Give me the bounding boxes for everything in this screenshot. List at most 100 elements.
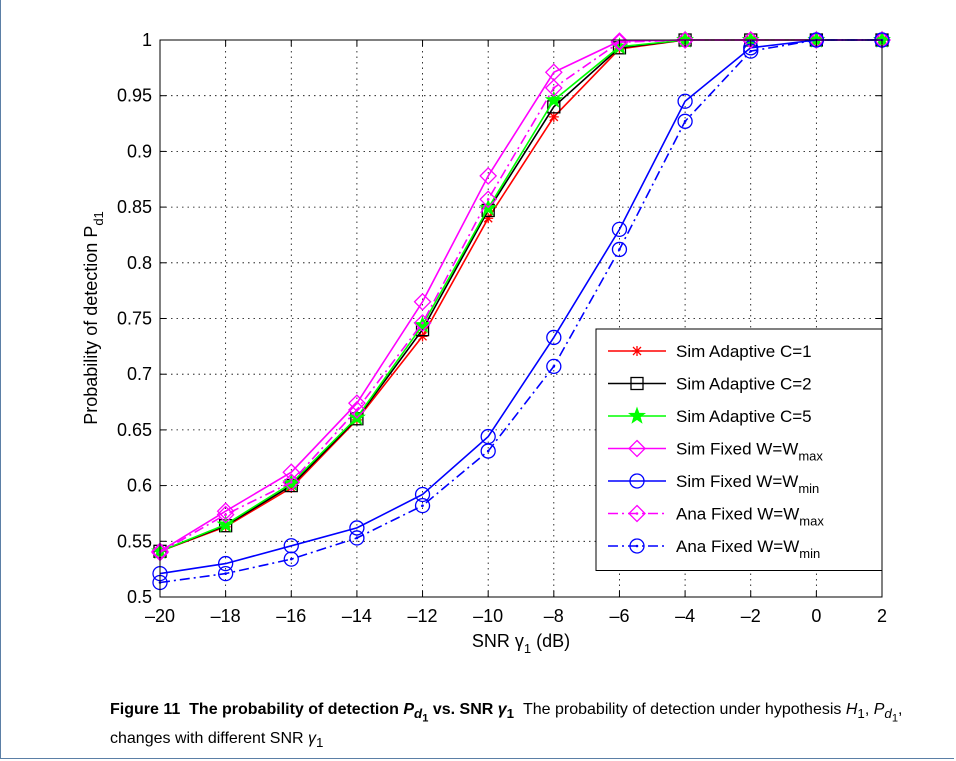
- y-tick-label: 0.5: [127, 587, 152, 607]
- x-tick-label: 2: [877, 606, 887, 626]
- data-point: [546, 329, 562, 346]
- figure-caption: Figure 11 The probability of detection P…: [110, 700, 930, 753]
- data-point-dot: [421, 321, 424, 325]
- data-point: [628, 439, 646, 458]
- data-point: [480, 443, 496, 459]
- data-point: [548, 111, 559, 122]
- x-tick-label: –14: [342, 606, 372, 626]
- x-tick-label: –8: [544, 606, 564, 626]
- data-point: [544, 78, 563, 97]
- data-point-dot: [552, 365, 556, 368]
- data-point: [216, 505, 235, 524]
- x-tick-label: –16: [276, 606, 306, 626]
- data-point: [413, 292, 432, 311]
- data-point: [216, 515, 235, 533]
- legend-entry: Sim Adaptive C=5: [608, 406, 812, 426]
- data-point: [610, 32, 629, 51]
- data-point: [544, 90, 563, 108]
- data-point: [632, 346, 642, 356]
- data-point: [546, 358, 562, 375]
- data-point-dot: [552, 86, 556, 90]
- data-point: [630, 376, 644, 391]
- series-line: [159, 39, 882, 575]
- data-point-dot: [224, 513, 227, 516]
- chart: –20 –18 –16 –14 –12 –10 –8 –6 –4 –2 0 20.50.550.60.…: [81, 30, 891, 656]
- data-point: [629, 473, 645, 489]
- data-point-dot: [486, 449, 490, 453]
- data-point: [349, 520, 365, 536]
- data-point-dot: [749, 49, 753, 53]
- y-tick-label: 0.65: [117, 420, 152, 440]
- legend-entry: Sim Adaptive C=2: [608, 375, 812, 394]
- caption-body: The probability of detection under hypot…: [110, 701, 903, 751]
- y-tick-label: 0.8: [127, 253, 152, 273]
- data-point: [479, 190, 498, 209]
- data-point: [611, 241, 628, 258]
- x-tick-label: –20: [145, 606, 175, 626]
- data-point-dot: [289, 480, 293, 484]
- data-point: [347, 400, 366, 419]
- legend-label: Sim Adaptive C=2: [676, 375, 812, 394]
- data-point: [628, 406, 646, 424]
- x-tick-label: –10: [473, 606, 503, 626]
- data-point: [677, 93, 693, 109]
- data-point-dot: [355, 536, 359, 540]
- legend-label: Sim Adaptive C=5: [676, 407, 812, 426]
- data-point: [676, 31, 695, 49]
- data-point: [413, 315, 432, 333]
- data-point: [611, 221, 628, 238]
- x-tick-label: –6: [609, 606, 629, 626]
- data-point: [414, 486, 431, 503]
- data-point: [483, 213, 494, 224]
- data-point: [347, 408, 366, 426]
- data-point: [629, 538, 645, 554]
- x-tick-label: –12: [408, 606, 438, 626]
- data-point-dot: [635, 544, 639, 548]
- legend: Sim Adaptive C=1 Sim Adaptive C=2 Sim Adap…: [595, 328, 883, 571]
- data-point: [741, 31, 760, 49]
- data-point: [282, 473, 301, 492]
- data-point: [283, 551, 299, 567]
- y-tick-label: 0.6: [127, 476, 152, 496]
- data-point-dot: [224, 572, 227, 575]
- data-point-dot: [421, 504, 424, 507]
- y-tick-label: 0.7: [127, 364, 152, 384]
- data-point: [417, 331, 428, 342]
- x-tick-label: –4: [675, 606, 695, 626]
- series-line: [159, 39, 882, 584]
- data-point: [282, 463, 301, 482]
- data-point: [677, 113, 693, 129]
- data-point: [216, 502, 235, 521]
- data-point: [349, 530, 365, 546]
- y-tick-label: 0.95: [117, 86, 152, 106]
- caption-title: The probability of detection Pd1 vs. SNR…: [189, 701, 515, 725]
- legend-label: Sim Adaptive C=1: [676, 342, 812, 361]
- data-point-dot: [635, 512, 639, 515]
- data-point: [414, 498, 431, 514]
- data-point: [628, 504, 646, 523]
- data-point-dot: [289, 557, 293, 561]
- data-point: [217, 565, 234, 582]
- data-point-dot: [683, 120, 687, 123]
- y-tick-label: 1: [142, 30, 152, 50]
- y-tick-label: 0.75: [117, 309, 152, 329]
- data-point: [347, 394, 366, 413]
- data-point: [413, 314, 432, 332]
- x-tick-label: 0: [811, 606, 821, 626]
- data-point-dot: [618, 248, 621, 251]
- y-tick-label: 0.55: [117, 531, 152, 551]
- x-tick-label: –2: [741, 606, 761, 626]
- y-tick-label: 0.85: [117, 197, 152, 217]
- y-axis-label: Probability of detection Pd1: [81, 211, 106, 425]
- caption-label: Figure 11: [110, 701, 181, 718]
- data-point: [807, 31, 826, 49]
- y-tick-label: 0.9: [127, 141, 152, 161]
- legend-entry: Sim Adaptive C=1: [608, 342, 812, 361]
- data-point: [217, 555, 234, 572]
- x-tick-label: –18: [211, 606, 241, 626]
- ticks: –20 –18 –16 –14 –12 –10 –8 –6 –4 –2 0 20.50.550.60.…: [117, 30, 887, 626]
- data-point: [479, 166, 498, 185]
- data-point-dot: [486, 198, 490, 201]
- data-point-dot: [355, 408, 359, 412]
